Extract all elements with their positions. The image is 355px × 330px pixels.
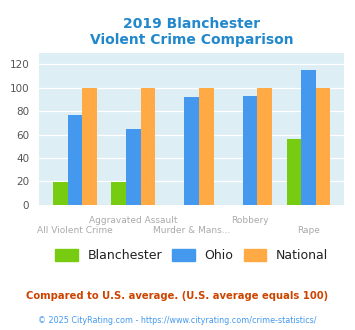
- Bar: [53, 182, 67, 205]
- Bar: [184, 97, 199, 205]
- Bar: [111, 182, 126, 205]
- Bar: [257, 88, 272, 205]
- Bar: [316, 88, 331, 205]
- Bar: [141, 88, 155, 205]
- Text: All Violent Crime: All Violent Crime: [37, 226, 113, 235]
- Text: © 2025 CityRating.com - https://www.cityrating.com/crime-statistics/: © 2025 CityRating.com - https://www.city…: [38, 316, 317, 325]
- Text: Robbery: Robbery: [231, 216, 269, 225]
- Text: Rape: Rape: [297, 226, 320, 235]
- Bar: [286, 139, 301, 205]
- Bar: [301, 70, 316, 205]
- Text: Murder & Mans...: Murder & Mans...: [153, 226, 230, 235]
- Bar: [126, 129, 141, 205]
- Text: Aggravated Assault: Aggravated Assault: [89, 216, 178, 225]
- Legend: Blanchester, Ohio, National: Blanchester, Ohio, National: [50, 244, 333, 267]
- Title: 2019 Blanchester
Violent Crime Comparison: 2019 Blanchester Violent Crime Compariso…: [90, 17, 294, 48]
- Text: Compared to U.S. average. (U.S. average equals 100): Compared to U.S. average. (U.S. average …: [26, 291, 329, 301]
- Bar: [67, 115, 82, 205]
- Bar: [243, 96, 257, 205]
- Bar: [82, 88, 97, 205]
- Bar: [199, 88, 214, 205]
